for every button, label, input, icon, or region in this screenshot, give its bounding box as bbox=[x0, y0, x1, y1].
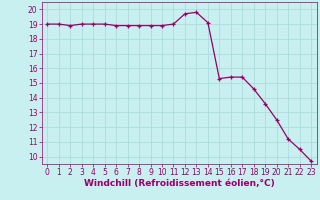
X-axis label: Windchill (Refroidissement éolien,°C): Windchill (Refroidissement éolien,°C) bbox=[84, 179, 275, 188]
